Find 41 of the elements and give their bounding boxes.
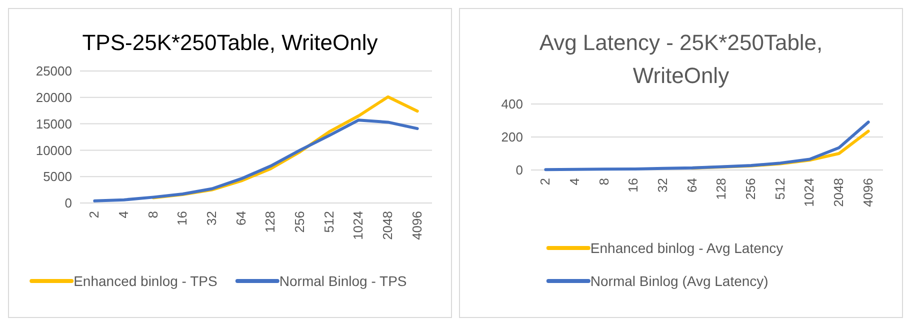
x-tick-label: 128 [262,211,278,233]
line-series [544,120,870,172]
x-tick-label: 16 [174,211,190,226]
chart-title: Avg Latency - 25K*250Table, WriteOnly [539,30,823,88]
y-tick-label: 400 [501,96,523,112]
x-tick-label: 2 [86,211,102,218]
x-tick-label: 512 [772,178,788,200]
y-tick-label: 200 [501,130,523,145]
x-tick-label: 256 [292,211,307,233]
y-tick-label: 10000 [36,142,72,158]
x-tick-label: 1024 [802,178,817,207]
x-tick-label: 32 [655,178,670,192]
legend-label: Enhanced binlog - Avg Latency [590,240,784,256]
legend-label: Normal Binlog (Avg Latency) [590,272,768,289]
x-tick-label: 4 [116,211,131,218]
y-tick-label: 20000 [36,90,72,105]
x-tick-label: 2 [538,178,553,186]
x-tick-label: 512 [321,211,336,233]
x-tick-label: 128 [714,178,729,200]
chart-title: TPS-25K*250Table, WriteOnly [82,30,378,55]
x-tick-label: 4096 [860,178,876,207]
x-tick-label: 64 [684,178,700,192]
x-tick-label: 8 [596,178,612,186]
x-tick-label: 16 [626,178,641,192]
y-tick-label: 5000 [43,169,72,184]
x-tick-label: 256 [743,178,758,200]
x-tick-label: 8 [145,211,160,218]
y-tick-label: 15000 [36,116,72,132]
x-tick-label: 2048 [380,211,395,240]
line-series [93,118,419,202]
legend-label: Enhanced binlog - TPS [74,272,218,289]
legend-label: Normal Binlog - TPS [279,272,407,289]
x-tick-label: 4 [567,178,582,186]
y-tick-label: 25000 [36,64,72,79]
x-tick-label: 32 [204,211,219,226]
y-tick-label: 0 [64,196,72,211]
x-tick-label: 2048 [831,178,846,207]
x-tick-label: 4096 [409,211,424,240]
x-tick-label: 64 [233,211,248,226]
y-tick-label: 0 [516,162,523,178]
x-tick-label: 1024 [350,211,366,240]
